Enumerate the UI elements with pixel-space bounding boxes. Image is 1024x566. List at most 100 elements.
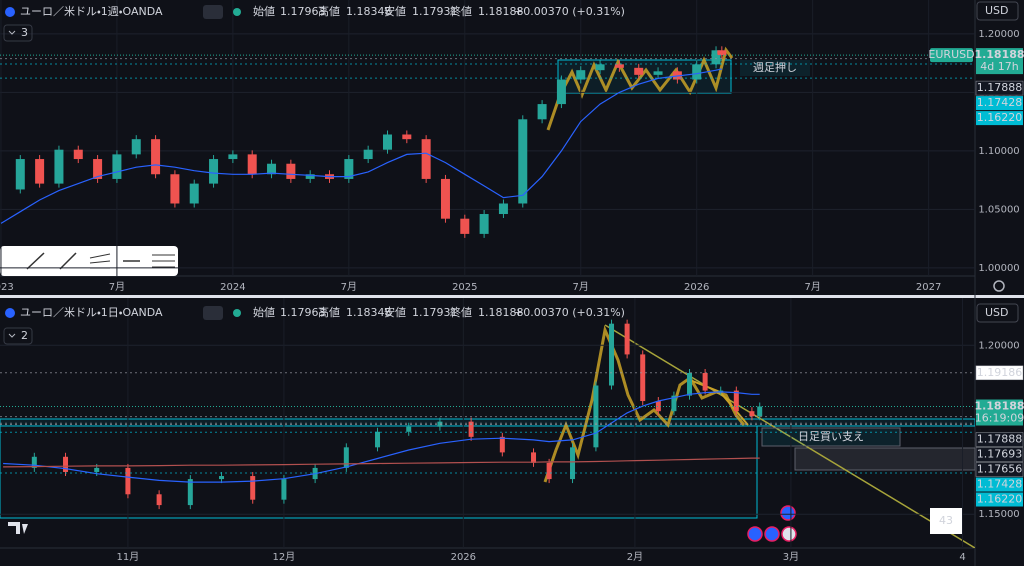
countdown: 16:19:09 — [975, 412, 1024, 425]
candle — [537, 104, 547, 120]
candle — [653, 71, 663, 75]
price-label: 1.16220 — [977, 493, 1023, 506]
ohlc-value: 1.18348 — [346, 306, 392, 319]
candle — [131, 139, 141, 155]
price-label-box — [975, 447, 1024, 462]
indicator-toggle[interactable] — [3, 24, 33, 42]
tool-parallel[interactable] — [152, 254, 175, 268]
price-label-box — [975, 432, 1024, 447]
panel-divider — [0, 295, 1024, 298]
y-tick-label: 1.10000 — [978, 146, 1019, 157]
last-price-box — [976, 399, 1023, 426]
pill — [203, 306, 223, 320]
x-tick-label: 3月 — [783, 551, 799, 563]
annotation-box — [740, 60, 810, 76]
x-tick-label: 12月 — [273, 551, 296, 563]
drawings-bottom — [0, 324, 975, 548]
candle — [518, 119, 528, 204]
last-price-box — [976, 48, 1023, 75]
candle — [624, 323, 630, 355]
ohlc-value: 1.17963 — [280, 306, 326, 319]
event-icon[interactable] — [747, 526, 763, 542]
currency-box[interactable] — [976, 303, 1019, 323]
symbol-icon — [5, 7, 15, 17]
chart-title: ユーロ／米ドル・1週・OANDA — [20, 5, 163, 18]
event-icons[interactable] — [747, 505, 797, 542]
ohlc-value: 1.17931 — [412, 5, 458, 18]
currency-box[interactable] — [976, 1, 1019, 21]
x-tick-label: 7月 — [804, 281, 820, 293]
candle — [382, 134, 392, 150]
price-label: 1.17693 — [977, 448, 1023, 461]
status-dot — [233, 309, 241, 317]
drawings-top — [546, 46, 810, 131]
candle — [125, 467, 131, 495]
tool-trendline[interactable] — [26, 252, 45, 270]
price-label: 1.17428 — [977, 96, 1023, 109]
ohlc-label: 始値 — [253, 305, 275, 319]
indicator-toggle[interactable] — [3, 327, 33, 345]
candle — [614, 64, 624, 68]
candle — [156, 494, 162, 506]
candle — [170, 174, 180, 204]
price-label-box — [975, 462, 1024, 477]
ohlc-label: 安値 — [384, 5, 406, 18]
range-box — [0, 425, 758, 519]
candle — [267, 163, 277, 175]
price-label-box — [976, 477, 1023, 492]
price-label: 1.16220 — [977, 111, 1023, 124]
y-tick-label: 1.20000 — [978, 29, 1019, 40]
wave-drawing — [546, 46, 734, 131]
candle — [209, 159, 219, 184]
trend-line — [604, 324, 975, 548]
candle — [247, 154, 257, 175]
candle — [655, 401, 661, 412]
event-icon[interactable] — [781, 526, 797, 542]
candle — [437, 421, 443, 427]
candle — [421, 139, 431, 179]
candle — [228, 154, 238, 160]
candle — [556, 79, 566, 105]
tool-ray[interactable] — [59, 252, 77, 270]
price-label-box — [975, 80, 1024, 96]
candle — [692, 64, 702, 80]
toolbar-bg — [0, 246, 178, 276]
moving-average — [3, 457, 760, 468]
event-icon[interactable] — [780, 505, 796, 521]
plot-area — [0, 0, 975, 276]
x-tick-label: 4 — [959, 552, 965, 563]
price-label: 1.19186 — [977, 366, 1023, 379]
candle — [718, 390, 724, 392]
candle — [640, 354, 646, 402]
ohlc-label: 終値 — [450, 5, 472, 18]
symbol-icon — [5, 308, 15, 318]
x-tick-label: 7月 — [573, 281, 589, 293]
last-price: 1.18188 — [974, 48, 1024, 61]
change: +0.00370 (+0.31%) — [514, 306, 625, 319]
candle — [286, 163, 296, 179]
candle — [54, 149, 64, 184]
drawing-toolbar[interactable] — [0, 246, 178, 276]
pill — [203, 5, 223, 19]
event-icon[interactable] — [764, 526, 780, 542]
last-price: 1.18188 — [974, 400, 1024, 413]
settings-icon[interactable] — [993, 280, 1005, 292]
candle — [576, 70, 586, 80]
y-tick-label: 1.05000 — [978, 204, 1019, 215]
candle — [406, 426, 412, 432]
ohlc-label: 終値 — [450, 306, 472, 319]
candle — [634, 67, 644, 75]
x-tick-label: 2024 — [220, 282, 245, 293]
x-tick-label: 2023 — [0, 282, 14, 293]
x-tick-label: 7月 — [341, 281, 357, 293]
ohlc-label: 安値 — [384, 306, 406, 319]
price-label-box — [975, 365, 1024, 381]
ohlc-label: 始値 — [253, 4, 275, 18]
candle — [609, 323, 615, 386]
price-label: 1.17428 — [977, 478, 1023, 491]
candle — [189, 183, 199, 204]
candle — [402, 134, 412, 140]
candle — [440, 178, 450, 219]
candle — [460, 218, 470, 234]
